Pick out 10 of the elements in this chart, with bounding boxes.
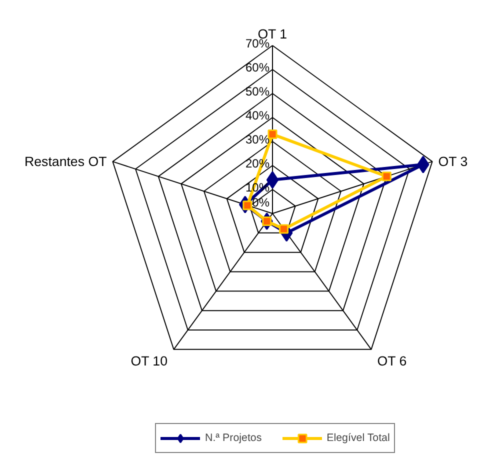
y-tick-label: 60% [245,60,270,74]
y-tick-label: 40% [245,108,270,122]
spoke-label: OT 10 [130,353,168,368]
legend-label: Elegível Total [326,432,390,444]
y-tick-label: 0% [252,196,270,210]
y-tick-label: 50% [245,84,270,98]
spoke-label: OT 3 [438,154,468,170]
legend-label: N.ª Projetos [205,432,262,444]
spoke-label: OT 6 [377,353,407,368]
spoke-label: Restantes OT [24,154,107,170]
